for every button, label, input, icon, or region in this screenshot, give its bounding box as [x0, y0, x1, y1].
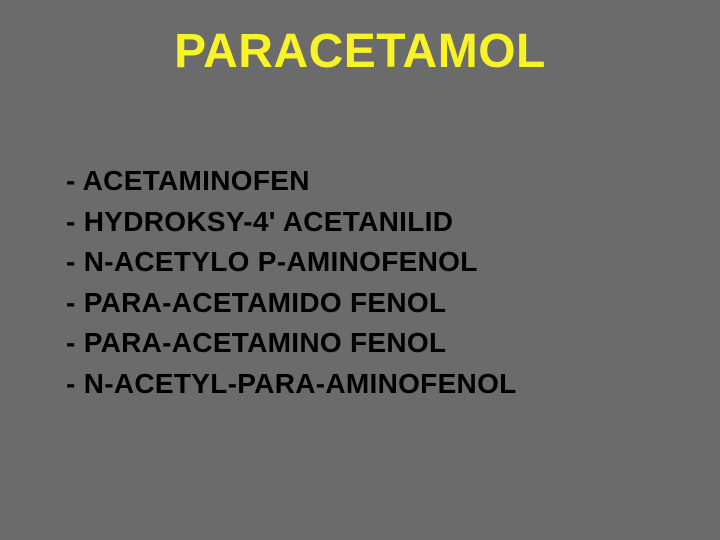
list-item: - N-ACETYLO P-AMINOFENOL	[66, 242, 660, 283]
slide-title: PARACETAMOL	[60, 24, 660, 79]
list-item: - PARA-ACETAMINO FENOL	[66, 323, 660, 364]
list-item: - PARA-ACETAMIDO FENOL	[66, 283, 660, 324]
list-item: - HYDROKSY-4' ACETANILID	[66, 202, 660, 243]
list-item: - ACETAMINOFEN	[66, 161, 660, 202]
slide: PARACETAMOL - ACETAMINOFEN - HYDROKSY-4'…	[0, 0, 720, 540]
synonym-list: - ACETAMINOFEN - HYDROKSY-4' ACETANILID …	[60, 161, 660, 405]
list-item: - N-ACETYL-PARA-AMINOFENOL	[66, 364, 660, 405]
